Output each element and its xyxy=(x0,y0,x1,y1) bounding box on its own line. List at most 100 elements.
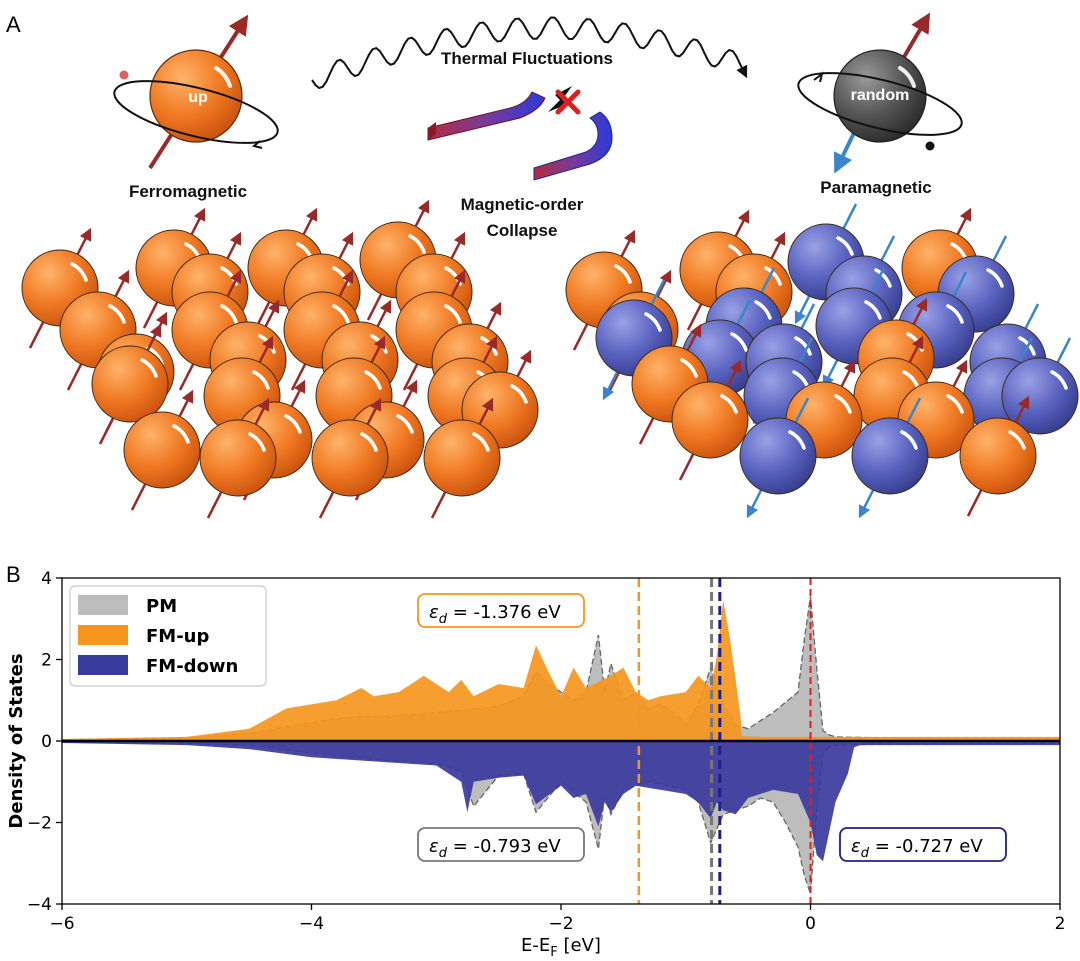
atom-highlight xyxy=(360,432,378,452)
wave-arrow xyxy=(311,16,748,90)
atom-highlight xyxy=(834,394,852,414)
lightning-icon xyxy=(548,86,572,112)
atom-ball xyxy=(91,345,169,423)
annotation-pm: εd = -0.793 eV xyxy=(417,827,585,862)
ferromagnetic-ball xyxy=(149,49,243,143)
orbit-ellipse xyxy=(797,72,963,136)
atom-ball xyxy=(959,417,1037,495)
random-label: random xyxy=(851,87,910,104)
thermal-caption: Thermal Fluctuations xyxy=(441,49,613,68)
magnet-caption-line2: Collapse xyxy=(487,221,558,240)
magnet-caption-line1: Magnetic-order xyxy=(461,195,584,214)
atom-ball xyxy=(739,417,817,495)
annotation-box xyxy=(839,827,1007,862)
annotation-box xyxy=(417,827,585,862)
paramagnetic-atom: random Paramagnetic xyxy=(797,12,963,197)
atom-highlight xyxy=(644,312,662,332)
y-tick-label: −4 xyxy=(27,895,52,915)
legend-swatch-fm-down xyxy=(78,655,128,675)
x-tick-label: 0 xyxy=(805,914,816,934)
annotation-text: εd = -1.376 eV xyxy=(429,602,561,627)
atom-highlight xyxy=(510,384,528,404)
atom-highlight xyxy=(252,370,270,390)
y-axis-title: Density of States xyxy=(6,653,27,828)
spin-down-atom xyxy=(851,397,929,519)
ferromagnetic-atom: up Ferromagnetic xyxy=(113,14,279,201)
atom-highlight xyxy=(172,424,190,444)
spin-up-atom xyxy=(423,397,501,519)
x-tick-label: −4 xyxy=(299,914,324,934)
atom-ball xyxy=(423,419,501,497)
atom-highlight xyxy=(764,266,782,286)
atom-highlight xyxy=(836,236,854,256)
atom-highlight xyxy=(364,370,382,390)
atom-highlight xyxy=(946,394,964,414)
atom-highlight xyxy=(902,370,920,390)
atom-highlight xyxy=(220,304,238,324)
paramagnetic-ball xyxy=(833,49,927,143)
x-axis-title: E-EF [eV] xyxy=(521,935,601,960)
orbit-electron xyxy=(925,141,935,151)
atom-ball xyxy=(199,419,277,497)
paramagnetic-lattice xyxy=(565,203,1079,519)
ferromagnetic-lattice xyxy=(21,199,539,519)
annotation-box xyxy=(417,593,585,628)
x-tick-label: −6 xyxy=(49,914,74,934)
orbit-electron xyxy=(119,70,129,80)
atom-highlight xyxy=(788,430,806,450)
atom-highlight xyxy=(472,432,490,452)
atom-highlight xyxy=(444,304,462,324)
annotation-text: εd = -0.793 eV xyxy=(429,836,561,861)
y-tick-label: 2 xyxy=(41,651,52,671)
atom-highlight xyxy=(986,268,1004,288)
atom-highlight xyxy=(284,414,302,434)
atom-ball xyxy=(311,419,389,497)
atom-highlight xyxy=(720,394,738,414)
atom-ball xyxy=(123,411,201,489)
legend: PM FM-up FM-down xyxy=(69,585,267,687)
atom-highlight xyxy=(70,262,88,282)
atom-highlight xyxy=(946,304,964,324)
y-tick-label: −2 xyxy=(27,814,52,834)
orbit-ellipse xyxy=(113,80,279,144)
y-tick-label: 4 xyxy=(41,569,52,589)
up-label: up xyxy=(188,89,208,106)
annotation-text: εd = -0.727 eV xyxy=(851,836,983,861)
paramagnetic-caption: Paramagnetic xyxy=(820,178,932,197)
atom-highlight xyxy=(900,430,918,450)
atom-highlight xyxy=(140,358,158,378)
spin-up-atom xyxy=(91,323,169,445)
cross-icon xyxy=(555,89,581,115)
atom-highlight xyxy=(1050,370,1068,390)
spin-up-atom xyxy=(311,397,389,519)
atom-highlight xyxy=(248,432,266,452)
panel-a: A up Ferromagnetic Thermal Fluctuations … xyxy=(6,12,1079,519)
x-tick-label: 2 xyxy=(1055,914,1066,934)
y-axis: −4 −2 0 2 4 xyxy=(27,569,62,915)
x-axis: −6 −4 −2 0 2 xyxy=(49,904,1065,934)
y-tick-label: 0 xyxy=(41,732,52,752)
panel-letter-b: B xyxy=(6,562,21,587)
thermal-fluctuation-wave: Thermal Fluctuations xyxy=(311,16,748,90)
atom-highlight xyxy=(614,264,632,284)
atom-highlight xyxy=(408,234,426,254)
annotation-fm-down: εd = -0.727 eV xyxy=(839,827,1007,862)
atom-highlight xyxy=(794,336,812,356)
x-tick-label: −2 xyxy=(548,914,573,934)
spin-up-atom xyxy=(959,395,1037,517)
spin-up-atom xyxy=(199,397,277,519)
atom-ball xyxy=(671,381,749,459)
atom-highlight xyxy=(108,304,126,324)
atom-highlight xyxy=(680,358,698,378)
atom-highlight xyxy=(1008,430,1026,450)
legend-label-pm: PM xyxy=(146,596,177,617)
ferromagnetic-caption: Ferromagnetic xyxy=(129,182,247,201)
spin-up-atom xyxy=(671,359,749,481)
atom-highlight xyxy=(396,414,414,434)
atom-highlight xyxy=(874,268,892,288)
panel-letter-a: A xyxy=(6,12,21,37)
atom-ball xyxy=(851,417,929,495)
legend-swatch-fm-up xyxy=(78,625,128,645)
